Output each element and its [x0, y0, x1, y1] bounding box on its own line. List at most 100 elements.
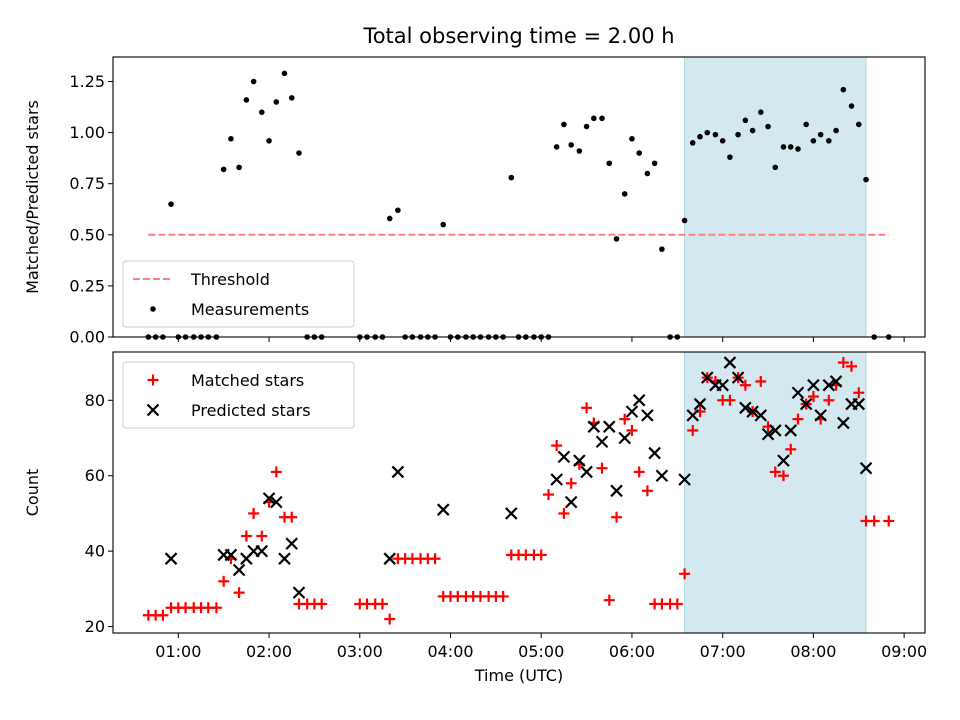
matched-point	[823, 394, 835, 406]
matched-point	[429, 553, 441, 565]
y-tick-label: 0.50	[69, 225, 105, 244]
predicted-point	[655, 469, 669, 482]
matched-point	[619, 413, 631, 425]
legend-box	[122, 260, 355, 328]
series-plus	[142, 357, 895, 625]
measurement-point	[553, 144, 560, 150]
matched-point	[157, 609, 169, 621]
predicted-point	[232, 563, 246, 577]
predicted-point	[814, 409, 827, 422]
matched-point	[633, 466, 645, 478]
matched-point	[807, 391, 819, 403]
matched-point	[755, 375, 767, 387]
measurement-point	[281, 70, 288, 77]
predicted-point	[580, 465, 593, 479]
matched-point	[565, 477, 577, 489]
predicted-point	[587, 420, 601, 433]
measurement-point	[568, 142, 574, 148]
predicted-point	[739, 401, 752, 415]
matched-point	[256, 530, 268, 542]
y-axis-label: Matched/Predicted stars	[23, 100, 42, 294]
measurement-point	[395, 207, 401, 214]
measurement-point	[168, 201, 174, 207]
measurement-point	[228, 135, 234, 142]
measurement-point	[591, 115, 597, 122]
matched-point	[679, 568, 691, 580]
measurement-point	[576, 148, 583, 154]
y-tick-label: 0.25	[69, 276, 105, 295]
measurement-point	[288, 95, 295, 101]
matched-point	[384, 613, 396, 625]
matched-point	[739, 379, 751, 391]
y-tick-label: 60	[85, 466, 105, 485]
matched-point	[785, 443, 797, 455]
measurement-point	[787, 144, 794, 150]
predicted-point	[436, 503, 450, 516]
x-tick-label: 01:00	[155, 642, 201, 661]
measurement-point	[636, 150, 643, 156]
predicted-point	[686, 409, 700, 422]
measurement-point	[386, 215, 393, 222]
matched-point	[603, 594, 615, 606]
measurement-point	[651, 160, 658, 167]
predicted-point	[595, 435, 609, 449]
measurement-point	[583, 123, 590, 130]
measurement-point	[863, 176, 869, 183]
matched-point	[286, 511, 298, 523]
measurement-point	[855, 121, 862, 128]
measurement-point	[795, 146, 801, 152]
predicted-point	[383, 552, 396, 565]
shaded-span	[684, 56, 867, 338]
measurement-point	[266, 137, 272, 144]
y-tick-label: 0.00	[69, 328, 105, 347]
measurement-point	[704, 129, 711, 136]
predicted-point	[859, 461, 873, 475]
matched-point	[542, 489, 554, 501]
series-x	[164, 356, 873, 599]
measurement-point	[712, 131, 719, 138]
predicted-point	[799, 397, 813, 411]
legend-measurement-swatch	[150, 306, 156, 312]
predicted-point	[285, 537, 299, 550]
y-axis-label: Count	[23, 469, 42, 517]
x-axis-label: Time (UTC)	[474, 666, 563, 685]
measurement-point	[765, 123, 771, 130]
x-tick-label: 06:00	[609, 642, 655, 661]
matched-point	[641, 485, 653, 497]
measurement-point	[826, 137, 832, 144]
predicted-point	[391, 465, 405, 479]
measurement-point	[236, 164, 242, 171]
matched-point	[270, 466, 282, 478]
y-tick-label: 80	[85, 391, 105, 410]
y-tick-label: 1.00	[69, 123, 105, 142]
legend-matched-swatch	[147, 374, 159, 386]
axes-frame	[112, 351, 926, 634]
measurement-point	[644, 170, 651, 177]
matched-point	[551, 440, 563, 452]
legend: Threshold Measurements	[122, 260, 355, 328]
predicted-point	[270, 495, 283, 509]
measurement-point	[613, 236, 620, 242]
legend-predicted-swatch	[146, 403, 160, 417]
matched-point	[837, 357, 849, 369]
x-tick-label: 07:00	[700, 642, 746, 661]
measurement-point	[735, 131, 741, 138]
matched-point	[868, 515, 880, 527]
predicted-point	[829, 375, 843, 388]
x-tick-label: 03:00	[337, 642, 383, 661]
measurement-point	[659, 246, 665, 252]
matched-point	[497, 590, 509, 602]
predicted-point	[602, 420, 616, 433]
matched-point	[596, 462, 608, 474]
measurement-point	[727, 154, 733, 160]
axes-frame	[112, 56, 926, 338]
predicted-point	[610, 484, 623, 498]
measurement-point	[780, 144, 787, 150]
x-tick-label: 02:00	[246, 642, 292, 661]
legend-label: Predicted stars	[191, 401, 311, 420]
measurement-point	[833, 127, 839, 134]
measurement-point	[749, 127, 756, 134]
matched-point	[558, 507, 570, 519]
predicted-point	[292, 586, 306, 599]
matched-point	[376, 598, 388, 610]
